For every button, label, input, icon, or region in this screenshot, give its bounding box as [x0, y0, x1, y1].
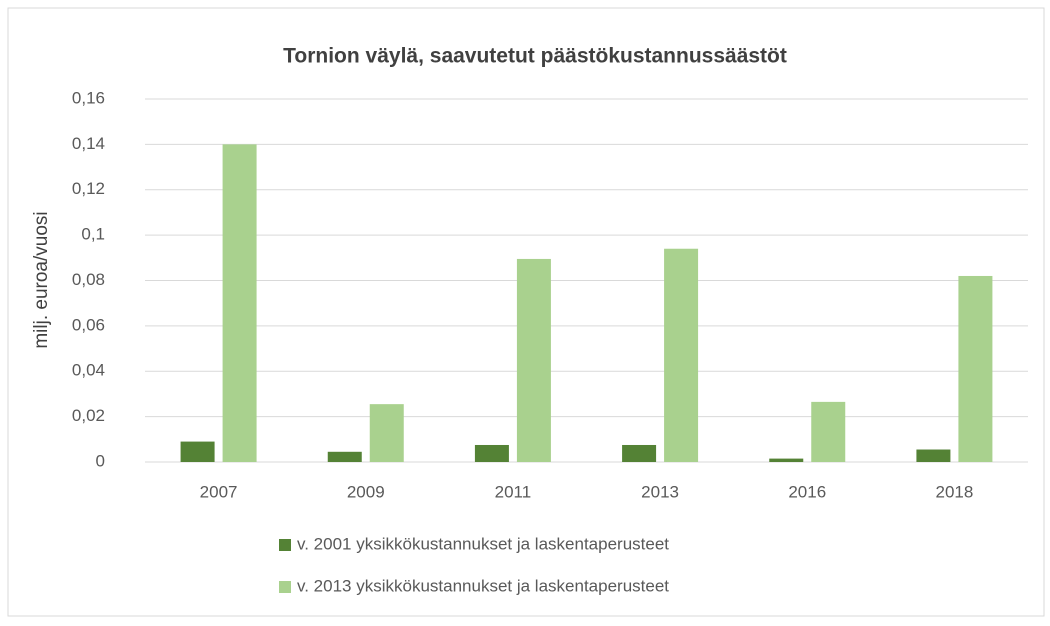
bar [916, 449, 951, 462]
x-tick-label: 2016 [788, 482, 826, 501]
bar [516, 258, 551, 462]
x-tick-label: 2011 [495, 482, 532, 501]
bar [222, 144, 257, 462]
y-tick-label: 0,08 [72, 270, 105, 289]
legend-swatch [279, 581, 291, 593]
y-tick-label: 0 [96, 451, 105, 470]
bar [811, 401, 846, 462]
bar [180, 441, 215, 462]
y-tick-label: 0,04 [72, 361, 105, 380]
x-tick-label: 2007 [200, 482, 238, 501]
bar [664, 248, 699, 462]
bar [369, 404, 404, 462]
bar [327, 451, 362, 462]
y-tick-label: 0,12 [72, 179, 105, 198]
y-tick-label: 0,1 [81, 225, 105, 244]
x-tick-label: 2009 [347, 482, 385, 501]
bar [958, 275, 993, 462]
chart-title: Tornion väylä, saavutetut päästökustannu… [283, 45, 787, 68]
y-tick-label: 0,02 [72, 406, 105, 425]
bar [769, 458, 804, 462]
legend-swatch [279, 539, 291, 551]
y-axis-title: milj. euroa/vuosi [31, 211, 52, 348]
bar [622, 444, 657, 462]
y-tick-label: 0,16 [72, 88, 105, 107]
legend-label: v. 2001 yksikkökustannukset ja laskentap… [297, 534, 669, 553]
y-tick-label: 0,14 [72, 134, 105, 153]
legend-label: v. 2013 yksikkökustannukset ja laskentap… [297, 576, 669, 595]
x-tick-label: 2018 [936, 482, 974, 501]
y-tick-label: 0,06 [72, 315, 105, 334]
bar [474, 444, 509, 462]
x-tick-label: 2013 [641, 482, 679, 501]
